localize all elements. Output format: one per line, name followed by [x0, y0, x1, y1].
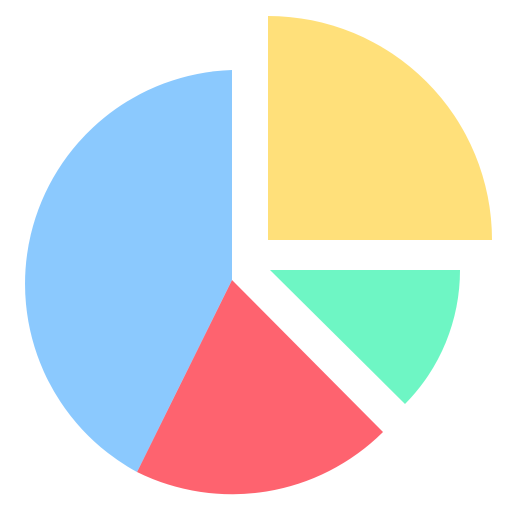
- blue-slice: [25, 70, 232, 472]
- green-slice: [270, 270, 461, 404]
- red-slice: [137, 280, 383, 495]
- yellow-slice: [268, 16, 492, 240]
